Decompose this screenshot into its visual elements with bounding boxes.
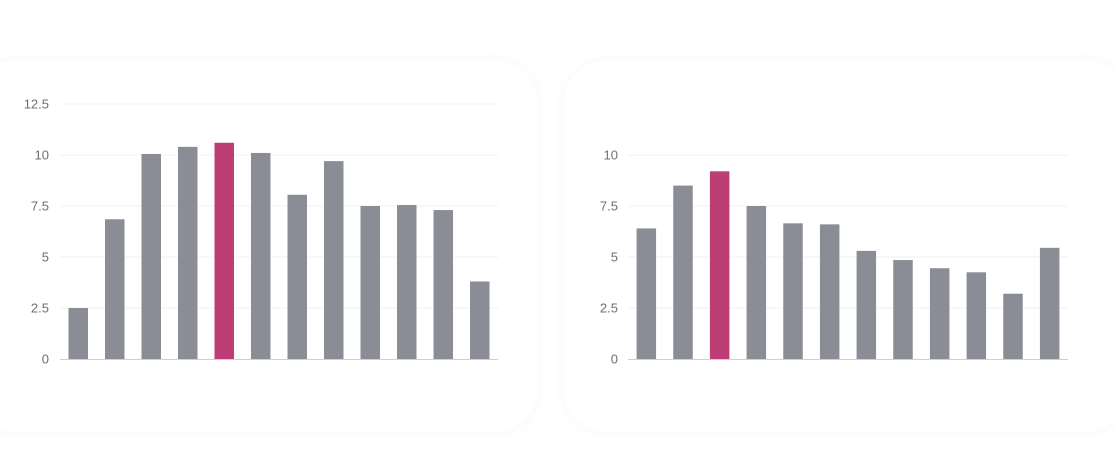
bar [746, 206, 767, 359]
bar [397, 204, 417, 359]
y-tick-label: 0 [42, 352, 49, 367]
bar [966, 272, 987, 359]
bar [1039, 247, 1060, 359]
chart-right: 0 2.5 5 7.5 10 [600, 148, 1068, 367]
y-tick-label: 5 [611, 250, 618, 265]
bar [783, 223, 803, 359]
bar [673, 185, 693, 359]
bar-highlighted [214, 142, 234, 359]
y-tick-label: 2.5 [600, 301, 618, 316]
bar [178, 146, 198, 359]
bar-highlighted [709, 171, 730, 359]
bar [251, 152, 271, 359]
y-tick-label: 10 [35, 148, 49, 163]
bar [105, 219, 125, 359]
bar [324, 161, 344, 359]
bar [360, 206, 380, 359]
y-tick-label: 12.5 [24, 97, 49, 112]
y-tick-label: 0 [611, 352, 618, 367]
y-tick-label: 10 [604, 148, 618, 163]
bar [433, 210, 453, 359]
bar [287, 194, 307, 359]
y-tick-label: 5 [42, 250, 49, 265]
bar [470, 281, 490, 359]
bar [68, 308, 88, 359]
bar [636, 228, 657, 359]
bar [141, 153, 161, 359]
bar [819, 224, 840, 359]
y-tick-label: 7.5 [31, 199, 49, 214]
y-tick-label: 2.5 [31, 301, 49, 316]
y-tick-label: 7.5 [600, 199, 618, 214]
bar [893, 260, 913, 359]
bar [1003, 293, 1023, 359]
bar [856, 250, 877, 359]
bar [929, 268, 950, 359]
chart-left: 0 2.5 5 7.5 10 12.5 [24, 97, 498, 367]
